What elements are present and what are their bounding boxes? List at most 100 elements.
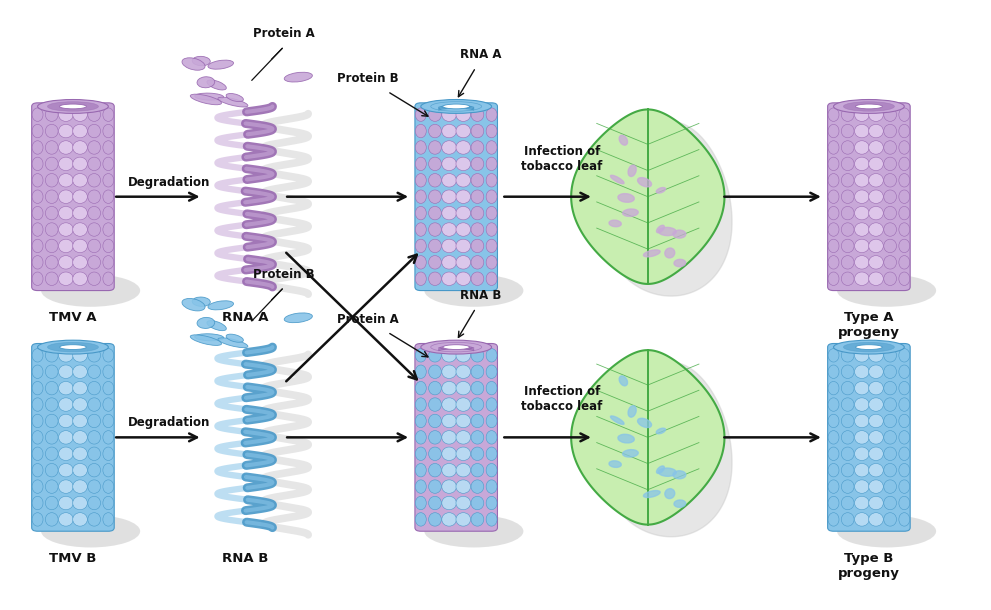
Ellipse shape bbox=[88, 239, 100, 253]
Ellipse shape bbox=[884, 348, 897, 362]
Ellipse shape bbox=[415, 381, 426, 395]
Ellipse shape bbox=[899, 174, 910, 187]
Ellipse shape bbox=[428, 464, 441, 477]
Ellipse shape bbox=[884, 414, 897, 428]
Ellipse shape bbox=[899, 480, 910, 493]
Ellipse shape bbox=[59, 104, 86, 109]
Ellipse shape bbox=[32, 174, 43, 187]
Ellipse shape bbox=[197, 317, 215, 328]
Ellipse shape bbox=[442, 480, 457, 493]
Ellipse shape bbox=[828, 174, 839, 187]
Ellipse shape bbox=[884, 223, 897, 236]
Ellipse shape bbox=[72, 348, 87, 362]
Ellipse shape bbox=[471, 431, 484, 444]
Ellipse shape bbox=[456, 414, 471, 428]
Ellipse shape bbox=[643, 250, 660, 257]
Ellipse shape bbox=[658, 468, 676, 476]
Ellipse shape bbox=[854, 256, 869, 269]
Ellipse shape bbox=[487, 124, 497, 138]
Ellipse shape bbox=[190, 94, 222, 105]
Ellipse shape bbox=[899, 398, 910, 411]
Ellipse shape bbox=[843, 102, 895, 111]
Ellipse shape bbox=[32, 414, 43, 428]
Ellipse shape bbox=[415, 348, 426, 362]
Ellipse shape bbox=[674, 500, 686, 508]
Ellipse shape bbox=[471, 447, 484, 461]
Ellipse shape bbox=[415, 272, 426, 285]
Text: Protein A: Protein A bbox=[254, 27, 315, 40]
Ellipse shape bbox=[884, 157, 897, 171]
Ellipse shape bbox=[46, 414, 58, 428]
Ellipse shape bbox=[284, 313, 312, 323]
Ellipse shape bbox=[72, 223, 87, 236]
Ellipse shape bbox=[428, 174, 441, 187]
Ellipse shape bbox=[456, 365, 471, 378]
Ellipse shape bbox=[828, 348, 839, 362]
Ellipse shape bbox=[41, 515, 140, 547]
Ellipse shape bbox=[48, 102, 98, 111]
Text: Infection of
tobacco leaf: Infection of tobacco leaf bbox=[521, 386, 603, 414]
Ellipse shape bbox=[456, 398, 471, 411]
Ellipse shape bbox=[487, 272, 497, 285]
Ellipse shape bbox=[182, 58, 205, 70]
Ellipse shape bbox=[192, 56, 210, 66]
Ellipse shape bbox=[854, 272, 869, 285]
Ellipse shape bbox=[421, 340, 492, 354]
Text: Degradation: Degradation bbox=[128, 176, 210, 188]
Ellipse shape bbox=[46, 124, 58, 138]
Ellipse shape bbox=[88, 157, 100, 171]
Ellipse shape bbox=[610, 175, 624, 184]
Ellipse shape bbox=[841, 223, 854, 236]
Ellipse shape bbox=[442, 272, 457, 285]
Ellipse shape bbox=[72, 365, 87, 378]
Ellipse shape bbox=[58, 206, 73, 220]
Ellipse shape bbox=[442, 108, 457, 121]
Ellipse shape bbox=[828, 497, 839, 510]
Ellipse shape bbox=[899, 124, 910, 138]
Ellipse shape bbox=[32, 431, 43, 444]
Ellipse shape bbox=[471, 381, 484, 395]
Ellipse shape bbox=[487, 398, 497, 411]
Ellipse shape bbox=[207, 80, 226, 90]
Ellipse shape bbox=[456, 512, 471, 526]
Ellipse shape bbox=[46, 206, 58, 220]
Ellipse shape bbox=[415, 497, 426, 510]
Ellipse shape bbox=[428, 141, 441, 154]
Ellipse shape bbox=[456, 124, 471, 138]
Ellipse shape bbox=[841, 497, 854, 510]
Ellipse shape bbox=[88, 431, 100, 444]
Ellipse shape bbox=[72, 447, 87, 461]
Ellipse shape bbox=[88, 480, 100, 493]
Ellipse shape bbox=[828, 206, 839, 220]
Ellipse shape bbox=[456, 272, 471, 285]
Ellipse shape bbox=[656, 428, 666, 434]
Ellipse shape bbox=[194, 93, 224, 100]
Text: TMV A: TMV A bbox=[50, 311, 97, 324]
Ellipse shape bbox=[619, 376, 627, 386]
Ellipse shape bbox=[58, 256, 73, 269]
Ellipse shape bbox=[471, 464, 484, 477]
Ellipse shape bbox=[487, 365, 497, 378]
Ellipse shape bbox=[869, 381, 883, 395]
Ellipse shape bbox=[442, 348, 457, 362]
Ellipse shape bbox=[428, 480, 441, 493]
Ellipse shape bbox=[194, 334, 224, 341]
Ellipse shape bbox=[828, 365, 839, 378]
Ellipse shape bbox=[841, 239, 854, 253]
Ellipse shape bbox=[841, 480, 854, 493]
Ellipse shape bbox=[192, 297, 210, 306]
Ellipse shape bbox=[841, 141, 854, 154]
Ellipse shape bbox=[226, 93, 244, 102]
Ellipse shape bbox=[884, 108, 897, 121]
Ellipse shape bbox=[854, 124, 869, 138]
Ellipse shape bbox=[869, 464, 883, 477]
Ellipse shape bbox=[899, 431, 910, 444]
Ellipse shape bbox=[854, 157, 869, 171]
Ellipse shape bbox=[72, 108, 87, 121]
Ellipse shape bbox=[828, 190, 839, 203]
Ellipse shape bbox=[869, 512, 883, 526]
Ellipse shape bbox=[428, 190, 441, 203]
Ellipse shape bbox=[58, 497, 73, 510]
Ellipse shape bbox=[72, 497, 87, 510]
Ellipse shape bbox=[471, 190, 484, 203]
